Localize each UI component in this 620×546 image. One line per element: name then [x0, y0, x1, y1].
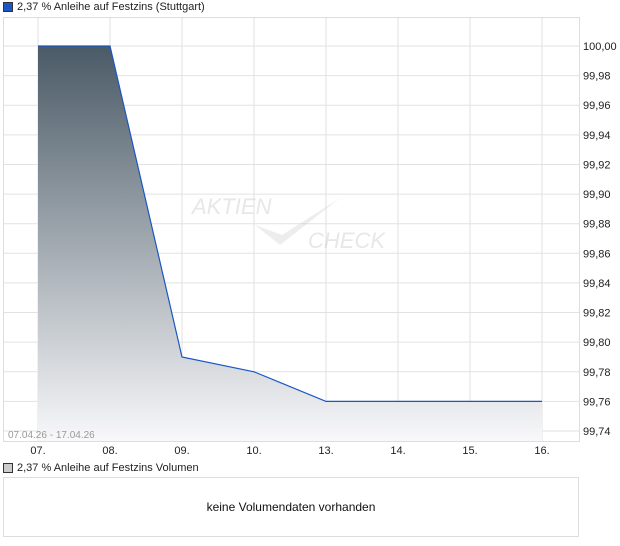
- volume-panel: keine Volumendaten vorhanden: [3, 477, 579, 537]
- y-tick-label: 99,86: [583, 248, 611, 260]
- y-tick-label: 99,94: [583, 130, 611, 142]
- y-tick-label: 99,98: [583, 71, 611, 83]
- svg-text:CHECK: CHECK: [308, 228, 386, 253]
- x-tick-label: 07.: [30, 445, 45, 457]
- price-legend: 2,37 % Anleihe auf Festzins (Stuttgart): [3, 1, 205, 13]
- legend-label: 2,37 % Anleihe auf Festzins (Stuttgart): [17, 1, 205, 13]
- x-tick-label: 15.: [462, 445, 477, 457]
- watermark: AKTIEN CHECK: [190, 194, 386, 253]
- volume-empty-text: keine Volumendaten vorhanden: [206, 500, 376, 514]
- legend-swatch: [3, 463, 13, 473]
- x-tick-label: 10.: [246, 445, 261, 457]
- x-tick-label: 13.: [318, 445, 333, 457]
- price-line: [38, 45, 542, 402]
- price-chart: AKTIEN CHECK 07.04.26 - 17.04.26 07. 08. 0…: [3, 17, 617, 457]
- volume-legend: 2,37 % Anleihe auf Festzins Volumen: [3, 462, 199, 474]
- legend-swatch: [3, 2, 13, 12]
- y-tick-label: 99,84: [583, 278, 611, 290]
- price-area: [38, 46, 542, 441]
- x-tick-label: 16.: [534, 445, 549, 457]
- y-tick-label: 99,90: [583, 189, 611, 201]
- date-range: 07.04.26 - 17.04.26: [8, 430, 95, 441]
- y-tick-label: 99,82: [583, 308, 611, 320]
- legend-label: 2,37 % Anleihe auf Festzins Volumen: [17, 462, 199, 474]
- y-tick-label: 99,96: [583, 100, 611, 112]
- y-tick-label: 100,00: [583, 41, 617, 53]
- x-tick-label: 09.: [174, 445, 189, 457]
- y-tick-label: 99,92: [583, 159, 611, 171]
- y-tick-label: 99,74: [583, 426, 611, 438]
- y-tick-label: 99,88: [583, 219, 611, 231]
- x-tick-label: 14.: [390, 445, 405, 457]
- x-tick-label: 08.: [102, 445, 117, 457]
- y-tick-label: 99,78: [583, 367, 611, 379]
- svg-text:AKTIEN: AKTIEN: [190, 194, 272, 219]
- y-tick-label: 99,80: [583, 337, 611, 349]
- y-tick-label: 99,76: [583, 396, 611, 408]
- plot-frame: [3, 17, 580, 442]
